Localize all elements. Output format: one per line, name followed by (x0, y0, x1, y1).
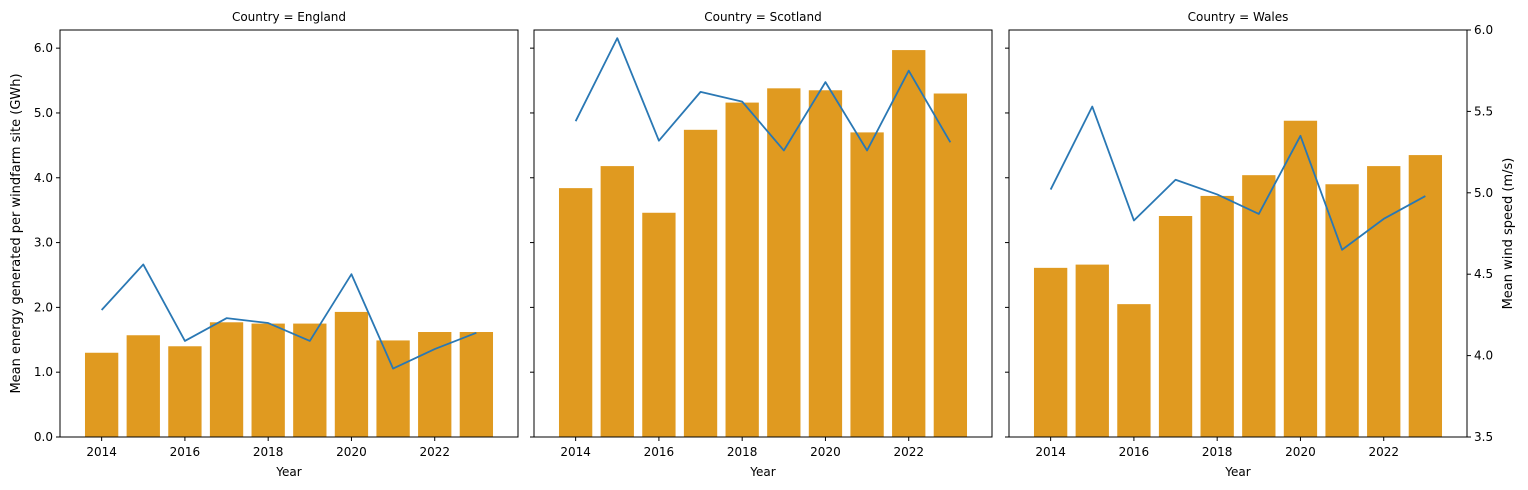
y-tick-label-left: 4.0 (34, 171, 53, 185)
y-tick-label-left: 0.0 (34, 430, 53, 444)
x-tick-label: 2018 (727, 445, 758, 459)
x-tick-label: 2020 (1285, 445, 1316, 459)
y-tick-label-right: 4.0 (1474, 349, 1493, 363)
y-tick-label-right: 3.5 (1474, 430, 1493, 444)
y-tick-label-left: 6.0 (34, 41, 53, 55)
bar-2014 (84, 352, 119, 437)
bar-2019 (1242, 175, 1276, 437)
bar-2017 (683, 129, 718, 437)
x-tick-label: 2020 (336, 445, 367, 459)
y-axis-label-right: Mean wind speed (m/s) (1501, 158, 1516, 310)
y-tick-label-right: 5.5 (1474, 104, 1493, 118)
bar-2020 (808, 90, 843, 438)
bar-2021 (850, 132, 884, 438)
bar-2017 (1158, 216, 1193, 437)
y-tick-label-left: 3.0 (34, 236, 53, 250)
bar-2015 (600, 166, 634, 437)
bar-2023 (459, 332, 494, 437)
bar-2022 (418, 332, 452, 437)
x-tick-label: 2016 (644, 445, 675, 459)
wind-speed-line (574, 37, 952, 152)
bar-2018 (1200, 195, 1234, 437)
y-tick-label-right: 5.0 (1474, 186, 1493, 200)
plot-frame (59, 29, 519, 438)
bar-2015 (1075, 264, 1109, 437)
bar-2018 (725, 102, 759, 437)
bar-2021 (376, 340, 410, 437)
bar-2020 (334, 311, 369, 437)
bar-2022 (892, 50, 926, 438)
x-tick-label: 2016 (170, 445, 201, 459)
x-axis-label: Year (1224, 465, 1250, 479)
plot-frame (533, 29, 993, 438)
bar-2014 (1033, 267, 1068, 437)
panel-0: Country = England 2014 2016 2018 2020 2022 Yea… (34, 10, 519, 479)
x-tick-label: 2014 (86, 445, 117, 459)
panel-1: Country = Scotland 2014 2016 2018 2020 2022 Ye… (530, 10, 993, 479)
bar-2023 (1408, 155, 1443, 437)
x-tick-label: 2014 (560, 445, 591, 459)
x-tick-label: 2022 (1368, 445, 1399, 459)
x-tick-label: 2014 (1035, 445, 1066, 459)
y-tick-label-left: 2.0 (34, 300, 53, 314)
x-tick-label: 2016 (1119, 445, 1150, 459)
bar-2021 (1325, 184, 1359, 437)
bar-2022 (1367, 166, 1401, 437)
panel-title: Country = Wales (1188, 10, 1289, 24)
bar-2016 (642, 212, 676, 437)
y-tick-label-left: 1.0 (34, 365, 53, 379)
bar-2019 (293, 323, 327, 437)
y-tick-label-right: 4.5 (1474, 267, 1493, 281)
x-tick-label: 2020 (810, 445, 841, 459)
panel-title: Country = Scotland (704, 10, 822, 24)
x-tick-label: 2022 (893, 445, 924, 459)
x-axis-label: Year (275, 465, 301, 479)
wind-speed-line (1049, 105, 1426, 251)
bar-2023 (933, 93, 968, 437)
x-tick-label: 2018 (253, 445, 284, 459)
bar-2020 (1283, 120, 1318, 437)
bar-2016 (1117, 304, 1151, 437)
bar-2014 (558, 188, 593, 437)
wind-speed-line (100, 263, 477, 370)
x-tick-label: 2022 (419, 445, 450, 459)
panels: Country = England 2014 2016 2018 2020 2022 Yea… (34, 10, 1493, 479)
y-tick-label-right: 6.0 (1474, 23, 1493, 37)
bar-2019 (767, 88, 801, 437)
bar-2016 (168, 346, 202, 437)
y-axis-label-left: Mean energy generated per windfarm site … (9, 73, 24, 393)
x-tick-label: 2018 (1202, 445, 1233, 459)
panel-2: Country = Wales 2014 2016 2018 2020 2022 Year 3… (1005, 10, 1493, 479)
y-tick-label-left: 5.0 (34, 106, 53, 120)
bar-2017 (209, 322, 244, 437)
panel-title: Country = England (232, 10, 346, 24)
bar-2015 (126, 335, 160, 437)
x-axis-label: Year (749, 465, 775, 479)
bar-2018 (251, 323, 285, 437)
plot-frame (1008, 29, 1468, 438)
